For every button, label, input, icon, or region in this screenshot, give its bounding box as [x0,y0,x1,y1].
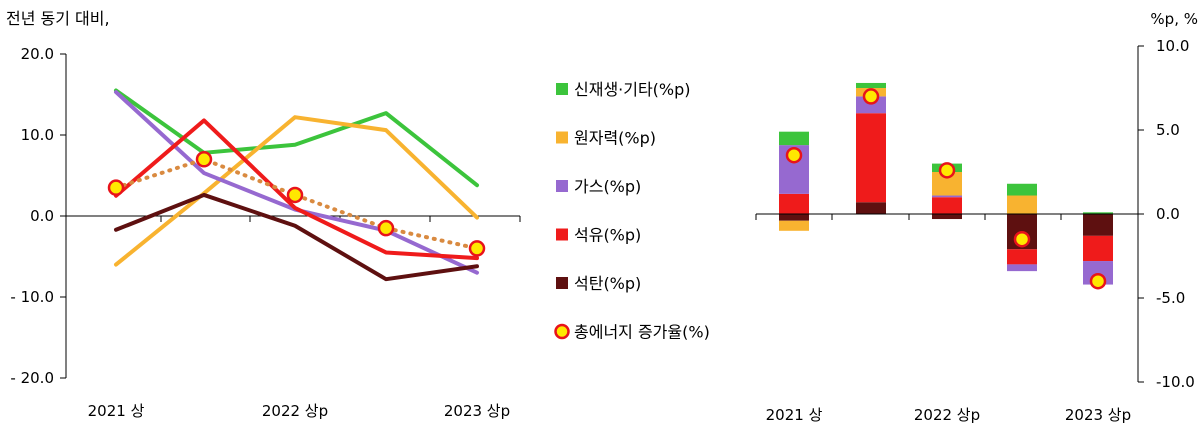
total-marker [862,88,880,105]
left-x-tick-label: 2022 상p [262,402,328,420]
left-y-tick-label: - 10.0 [10,288,54,306]
legend-label-신재생기타p: 신재생·기타(%p) [574,80,691,99]
total-marker [468,240,486,257]
right-x-tick-label: 2021 상 [766,406,823,424]
bar-segment-석유 [932,197,962,214]
total-marker [377,219,395,237]
total-marker [785,146,803,164]
bar-segment-신재생기타 [779,131,809,146]
legend-label-석탄p: 석탄(%p) [574,274,641,293]
line-series-원자력p [114,115,479,267]
bar-segment-가스 [932,195,962,198]
legend-swatch-석탄p [556,277,568,289]
line-series-신재생기타p [114,88,479,188]
line-series-석유p [114,118,479,261]
legend-marker-total [554,323,570,340]
right-y-tick-label: -10.0 [1156,373,1195,391]
legend-label-total: 총에너지 증가율(%) [574,323,710,342]
legend-swatch-가스p [556,180,568,192]
bar-segment-석탄 [1083,214,1113,236]
total-marker [1013,230,1031,248]
bar-segment-석유 [856,113,886,203]
line-series-total-dotted [114,157,479,251]
total-marker [107,179,125,196]
right-y-tick-label: 10.0 [1156,37,1189,55]
left-y-tick-label: - 20.0 [10,369,54,387]
right-x-tick-label: 2023 상p [1065,406,1131,424]
left-y-tick-label: 20.0 [21,45,54,63]
right-bar-chart: %p, % 10.0 5.0 0.0 -5.0 -10.0 2021 상 2022 상p 202… [755,10,1198,424]
right-x-tick-label: 2022 상p [914,406,980,424]
bar-segment-석유 [1007,249,1037,265]
left-y-tick-label: 10.0 [21,126,54,144]
legend: 신재생·기타(%p) 원자력(%p) 가스(%p) 석유(%p) 석탄(%p) 총에너지 … [554,80,710,342]
left-x-tick-label: 2021 상 [88,402,145,420]
left-y-tick-label: 0.0 [30,207,54,225]
right-y-tick-label: 5.0 [1156,121,1180,139]
left-x-tick-label: 2023 상p [444,402,510,420]
left-y-axis-title: 전년 동기 대비, [6,9,110,28]
right-y-tick-label: -5.0 [1156,289,1185,307]
bar-segment-석탄 [779,214,809,221]
bar-segment-신재생기타 [1083,212,1113,214]
legend-label-원자력p: 원자력(%p) [574,129,656,148]
bar-segment-원자력 [779,220,809,231]
left-line-chart: 전년 동기 대비, 20.0 10.0 0.0 - 10.0 - 20.0 2021 상 20… [6,9,521,420]
legend-swatch-석유p [556,228,568,241]
bar-segment-원자력 [932,172,962,196]
total-marker [938,162,956,179]
total-marker [1089,272,1107,290]
legend-label-가스p: 가스(%p) [574,177,641,196]
right-y-tick-label: 0.0 [1156,205,1180,223]
total-marker [286,186,304,204]
bar-segment-석탄 [856,202,886,214]
bar-segment-신재생기타 [856,82,886,88]
legend-swatch-원자력p [556,131,568,144]
line-series-석탄p [114,192,479,282]
bar-segment-원자력 [1007,195,1037,214]
total-marker [195,151,213,168]
right-y-axis-title: %p, % [1150,10,1198,28]
bar-segment-신재생기타 [1007,183,1037,196]
bar-segment-가스 [856,96,886,114]
legend-swatch-신재생기타p [556,83,568,95]
bar-segment-석유 [1083,235,1113,262]
bar-segment-석유 [779,193,809,214]
bar-segment-가스 [1007,264,1037,272]
bar-segment-석탄 [932,214,962,220]
legend-label-석유p: 석유(%p) [574,226,641,245]
